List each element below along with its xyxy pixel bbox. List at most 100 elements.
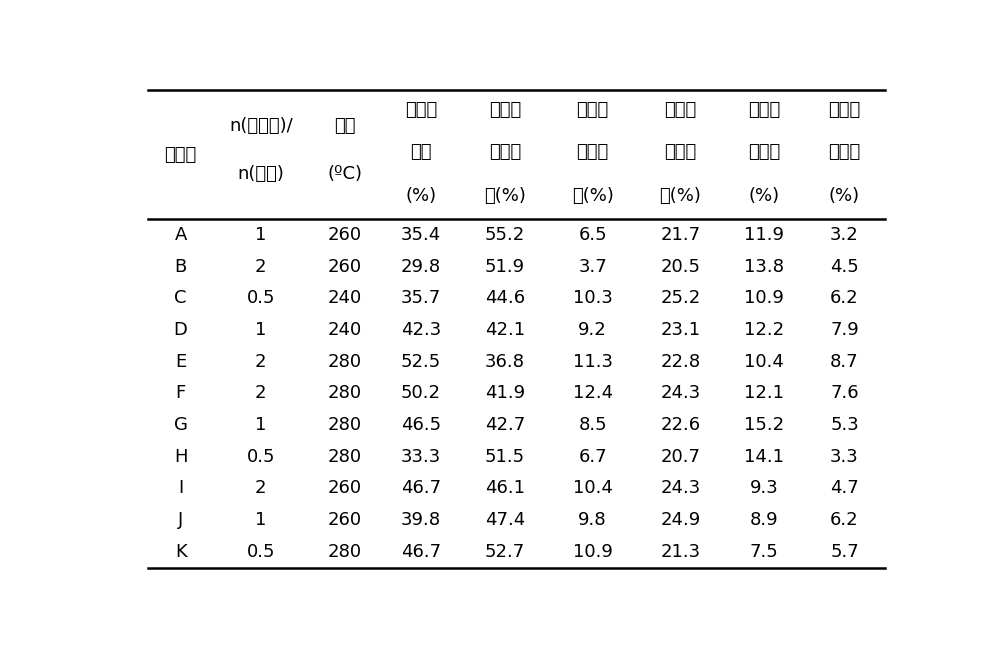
Text: 1: 1 (255, 416, 266, 434)
Text: 24.3: 24.3 (660, 480, 701, 497)
Text: 3.3: 3.3 (830, 448, 859, 466)
Text: 8.5: 8.5 (578, 416, 607, 434)
Text: 2: 2 (255, 353, 267, 371)
Text: 14.1: 14.1 (744, 448, 784, 466)
Text: 性(%): 性(%) (484, 187, 526, 205)
Text: 4.7: 4.7 (830, 480, 859, 497)
Text: 21.3: 21.3 (660, 543, 700, 561)
Text: 4.5: 4.5 (830, 258, 859, 276)
Text: F: F (176, 384, 186, 402)
Text: 280: 280 (328, 448, 362, 466)
Text: 22.6: 22.6 (660, 416, 700, 434)
Text: 51.9: 51.9 (485, 258, 525, 276)
Text: 41.9: 41.9 (485, 384, 525, 402)
Text: 44.6: 44.6 (485, 289, 525, 308)
Text: 2: 2 (255, 384, 267, 402)
Text: 20.5: 20.5 (660, 258, 700, 276)
Text: 化率: 化率 (410, 143, 432, 161)
Text: n(溴甲烷)/: n(溴甲烷)/ (229, 117, 293, 136)
Text: 9.8: 9.8 (578, 511, 607, 529)
Text: 苯选择: 苯选择 (577, 143, 609, 161)
Text: 10.4: 10.4 (573, 480, 613, 497)
Text: 8.9: 8.9 (750, 511, 779, 529)
Text: A: A (174, 226, 187, 244)
Text: 12.1: 12.1 (744, 384, 784, 402)
Text: 260: 260 (328, 480, 362, 497)
Text: 三甲苯: 三甲苯 (748, 101, 780, 119)
Text: (%): (%) (829, 187, 860, 205)
Text: 25.2: 25.2 (660, 289, 701, 308)
Text: n(甲苯): n(甲苯) (237, 165, 284, 183)
Text: 1: 1 (255, 511, 266, 529)
Text: 甲苯转: 甲苯转 (405, 101, 437, 119)
Text: 50.2: 50.2 (401, 384, 441, 402)
Text: 46.7: 46.7 (401, 480, 441, 497)
Text: 51.5: 51.5 (485, 448, 525, 466)
Text: 46.5: 46.5 (401, 416, 441, 434)
Text: B: B (175, 258, 187, 276)
Text: 36.8: 36.8 (485, 353, 525, 371)
Text: 39.8: 39.8 (401, 511, 441, 529)
Text: 5.7: 5.7 (830, 543, 859, 561)
Text: 22.8: 22.8 (660, 353, 700, 371)
Text: 52.7: 52.7 (485, 543, 525, 561)
Text: 3.2: 3.2 (830, 226, 859, 244)
Text: 2: 2 (255, 258, 267, 276)
Text: 0.5: 0.5 (247, 543, 275, 561)
Text: 6.7: 6.7 (578, 448, 607, 466)
Text: 6.5: 6.5 (578, 226, 607, 244)
Text: 10.3: 10.3 (573, 289, 613, 308)
Text: 0.5: 0.5 (247, 289, 275, 308)
Text: 四甲苯: 四甲苯 (828, 101, 861, 119)
Text: 21.7: 21.7 (660, 226, 700, 244)
Text: 35.4: 35.4 (401, 226, 441, 244)
Text: 280: 280 (328, 353, 362, 371)
Text: 1: 1 (255, 321, 266, 339)
Text: 7.9: 7.9 (830, 321, 859, 339)
Text: 12.4: 12.4 (573, 384, 613, 402)
Text: 邻二甲: 邻二甲 (664, 101, 697, 119)
Text: 选择性: 选择性 (748, 143, 780, 161)
Text: 260: 260 (328, 511, 362, 529)
Text: J: J (178, 511, 183, 529)
Text: 240: 240 (328, 321, 362, 339)
Text: D: D (174, 321, 188, 339)
Text: 55.2: 55.2 (485, 226, 525, 244)
Text: 35.7: 35.7 (401, 289, 441, 308)
Text: 260: 260 (328, 258, 362, 276)
Text: H: H (174, 448, 187, 466)
Text: 对二甲: 对二甲 (489, 101, 521, 119)
Text: K: K (175, 543, 187, 561)
Text: C: C (174, 289, 187, 308)
Text: 13.8: 13.8 (744, 258, 784, 276)
Text: 11.9: 11.9 (744, 226, 784, 244)
Text: 10.9: 10.9 (744, 289, 784, 308)
Text: 9.2: 9.2 (578, 321, 607, 339)
Text: 47.4: 47.4 (485, 511, 525, 529)
Text: 7.5: 7.5 (750, 543, 779, 561)
Text: 24.3: 24.3 (660, 384, 701, 402)
Text: 苯选择: 苯选择 (489, 143, 521, 161)
Text: 29.8: 29.8 (401, 258, 441, 276)
Text: 42.3: 42.3 (401, 321, 441, 339)
Text: 温度: 温度 (334, 117, 355, 136)
Text: 46.1: 46.1 (485, 480, 525, 497)
Text: 11.3: 11.3 (573, 353, 613, 371)
Text: G: G (174, 416, 188, 434)
Text: 33.3: 33.3 (401, 448, 441, 466)
Text: 间二甲: 间二甲 (577, 101, 609, 119)
Text: 15.2: 15.2 (744, 416, 784, 434)
Text: 24.9: 24.9 (660, 511, 701, 529)
Text: 240: 240 (328, 289, 362, 308)
Text: 9.3: 9.3 (750, 480, 779, 497)
Text: 苯选择: 苯选择 (664, 143, 697, 161)
Text: 23.1: 23.1 (660, 321, 700, 339)
Text: 6.2: 6.2 (830, 289, 859, 308)
Text: 催化剂: 催化剂 (165, 146, 197, 164)
Text: 7.6: 7.6 (830, 384, 859, 402)
Text: 46.7: 46.7 (401, 543, 441, 561)
Text: 性(%): 性(%) (572, 187, 614, 205)
Text: 42.7: 42.7 (485, 416, 525, 434)
Text: 280: 280 (328, 543, 362, 561)
Text: (ºC): (ºC) (327, 165, 362, 183)
